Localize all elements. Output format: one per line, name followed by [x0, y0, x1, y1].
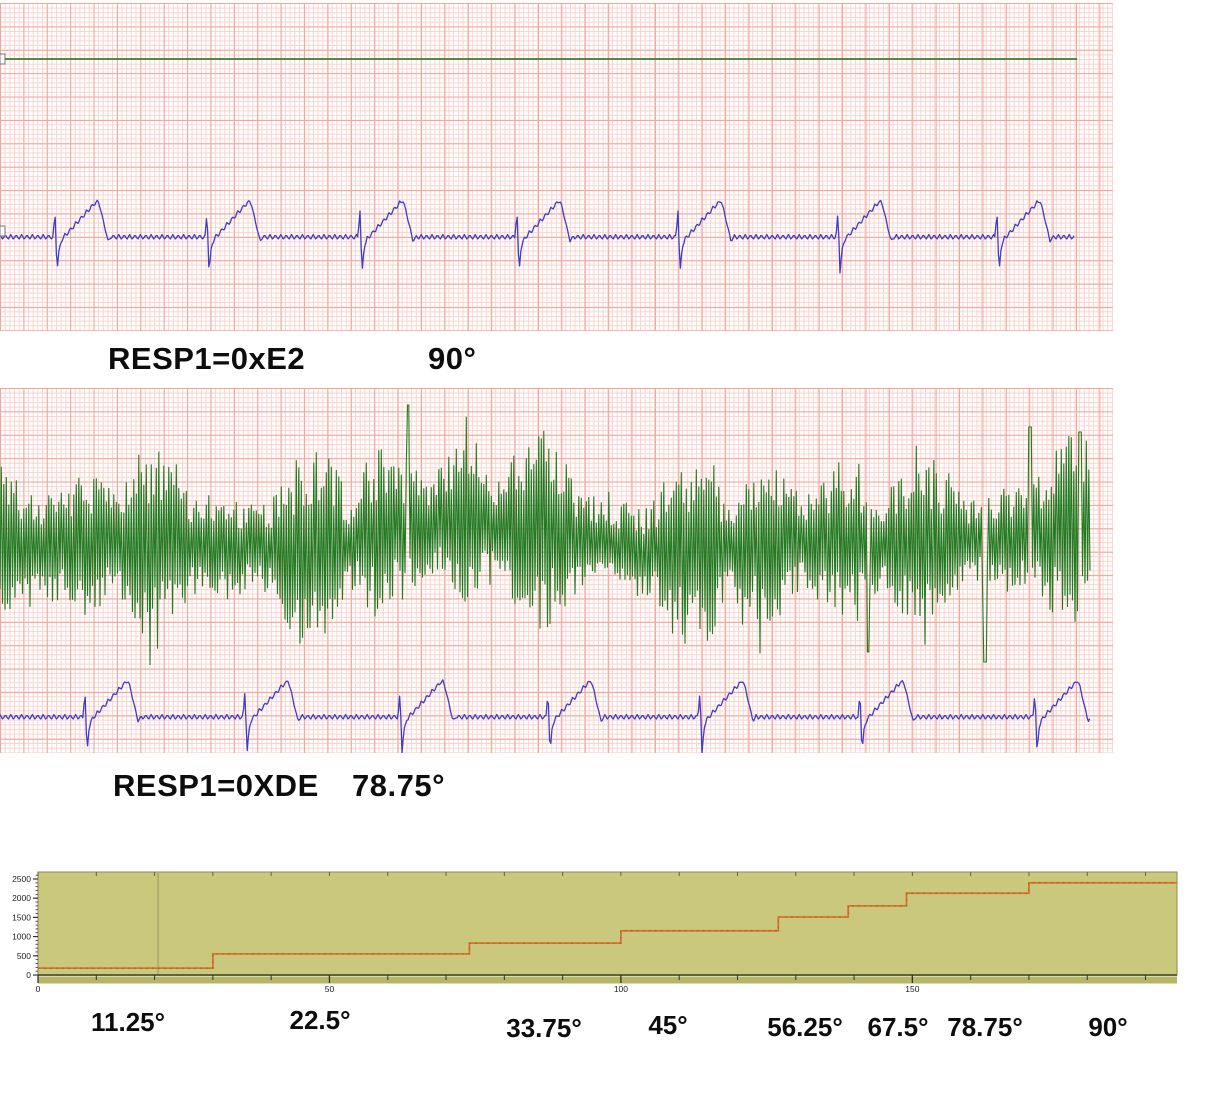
x-tick-label: 0: [36, 984, 41, 994]
plot-area: [37, 871, 1178, 976]
ecg-strip-1: [0, 3, 1113, 331]
resp1-hex-label-1: RESP1=0xE2: [108, 341, 306, 376]
x-tick-label: 150: [905, 984, 919, 994]
staircase-line: [38, 881, 1177, 969]
y-tick-label: 0: [26, 970, 31, 980]
x-tick-label: 50: [325, 984, 335, 994]
angle-label: 22.5°: [289, 1005, 351, 1035]
resp1-hex-label-2: RESP1=0XDE: [113, 768, 319, 803]
ecg-strip-2: [0, 388, 1113, 753]
angle-label: 90°: [1088, 1012, 1128, 1042]
angle-label: 33.75°: [506, 1013, 582, 1043]
angle-label: 78.75°: [947, 1012, 1023, 1042]
y-tick-label: 500: [17, 951, 31, 961]
channel-marker: [0, 225, 6, 237]
y-tick-label: 2500: [12, 874, 31, 884]
phase-angle-label-2: 78.75°: [352, 768, 445, 803]
phase-angle-label-1: 90°: [428, 341, 477, 376]
axis-band: [38, 976, 1177, 984]
strip-waveforms: [0, 53, 1077, 274]
ecg-trace: [0, 199, 1075, 274]
channel-marker: [0, 53, 6, 65]
angle-label: 67.5°: [867, 1012, 929, 1042]
y-tick-label: 1000: [12, 932, 31, 942]
angle-label: 11.25°: [90, 1007, 166, 1037]
step-chart: 0 50 100 150 0 500 1000 1500 2000 2500: [0, 856, 1230, 1005]
ecg-trace: [0, 679, 1091, 753]
x-tick-label: 100: [614, 984, 628, 994]
y-tick-label: 1500: [12, 912, 31, 922]
angle-label: 56.25°: [767, 1012, 843, 1042]
y-tick-label: 2000: [12, 893, 31, 903]
angle-label: 45°: [648, 1010, 688, 1040]
resp-noise-trace: [0, 404, 1091, 666]
strip-waveforms: [0, 404, 1091, 753]
